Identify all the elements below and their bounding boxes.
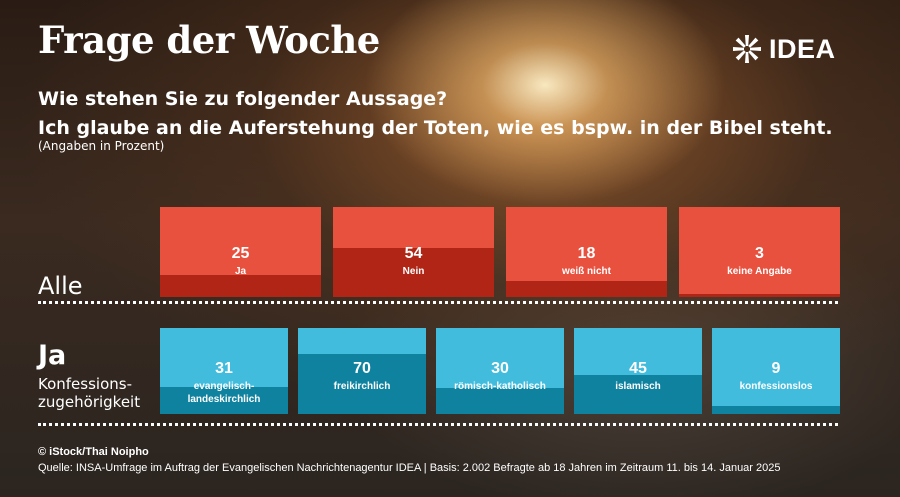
bar-alle-1: 54 Nein [333,207,494,297]
bar-category-line: evangelisch- [193,381,255,392]
bar-ja-1: 70 freikirchlich [298,328,426,414]
bar-ja-3: 45 islamisch [574,328,702,414]
bar-fill [679,294,840,297]
row-label-alle: Alle [38,272,83,300]
bar-fill [574,375,702,414]
bar-value-label: 3 [755,245,764,262]
bar-fill [298,353,426,414]
idea-logo: IDEA [732,32,836,66]
question-intro: Wie stehen Sie zu folgender Aussage? [38,88,448,110]
bar-category-line: freikirchlich [333,381,391,392]
bar-category-line: Ja [234,266,247,277]
question-statement: Ich glaube an die Auferstehung der Toten… [38,117,833,139]
bar-value-label: 45 [629,360,647,377]
bar-ja-4: 9 konfessionslos [712,328,840,414]
bar-fill [160,387,288,414]
bar-alle-0: 25 Ja [160,207,321,297]
bar-category-line: weiß nicht [562,266,611,277]
bar-value-label: 18 [577,245,596,262]
bar-category-label: islamisch [574,380,702,393]
bar-category-line: keine Angabe [727,266,792,277]
bar-category-label: konfessionslos [712,380,840,393]
row-sublabel-ja-line1: Konfessions- [38,375,132,393]
row-label-ja: Ja [38,340,67,371]
bar-alle-3: 3 keine Angabe [679,207,840,297]
bar-category-label: freikirchlich [298,380,426,393]
bar-category-label: keine Angabe [679,265,840,278]
bar-alle-2: 18 weiß nicht [506,207,667,297]
bar-ja-2: 30 römisch-katholisch [436,328,564,414]
bar-value-label: 31 [215,360,233,377]
bar-fill [506,280,667,297]
bar-category-line: Nein [402,266,425,277]
bar-value-label: 25 [231,245,250,262]
page-title: Frage der Woche [38,18,380,62]
idea-star-icon [733,35,761,63]
bar-category-line: islamisch [615,381,661,392]
row-sublabel-ja-line2: zugehörigkeit [38,393,141,411]
bar-ja-0: 31 evangelisch-landeskirchlich [160,328,288,414]
bar-fill [160,274,321,297]
bar-value-label: 9 [771,360,781,377]
unit-note: (Angaben in Prozent) [38,139,165,153]
bar-fill [712,406,840,414]
source-note: Quelle: INSA-Umfrage im Auftrag der Evan… [38,462,781,474]
bar-category-line: konfessionslos [739,381,813,392]
bar-category-line: landeskirchlich [187,394,261,405]
bar-value-label: 70 [353,360,371,377]
photo-credit: © iStock/Thai Noipho [38,446,149,458]
bar-category-label: Nein [333,265,494,278]
bar-category-label: weiß nicht [506,265,667,278]
bar-category-line: römisch-katholisch [454,381,546,392]
divider-alle [38,301,838,304]
bar-fill [333,248,494,297]
bar-category-label: Ja [160,265,321,278]
divider-ja [38,423,838,426]
bar-value-label: 30 [491,360,509,377]
bar-fill [436,388,564,414]
bar-value-label: 54 [404,245,423,262]
bar-category-label: römisch-katholisch [436,380,564,393]
bar-category-label: evangelisch-landeskirchlich [160,380,288,406]
logo-text: IDEA [769,33,836,64]
row-sublabel-ja: Konfessions- zugehörigkeit [38,375,158,411]
